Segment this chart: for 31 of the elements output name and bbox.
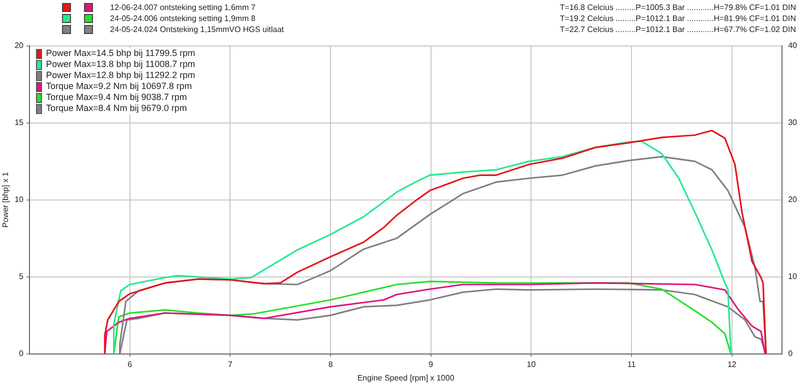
y2-tick-label: 10 (788, 272, 798, 282)
x-axis-title: Engine Speed [rpm] x 1000 (357, 373, 455, 382)
y-tick-label: 5 (19, 272, 24, 282)
legend-label: Power Max=14.5 bhp bij 11799.5 rpm (46, 48, 196, 58)
text: 12-06-24.007 ontsteking setting 1,6mm 7 (110, 2, 256, 13)
legend-label: Torque Max=9.4 Nm bij 9038.7 rpm (46, 92, 187, 102)
x-tick-label: 8 (328, 360, 334, 369)
y-tick-label: 20 (14, 41, 24, 50)
y-axis-title: Power [bhp] x 1 (1, 171, 10, 228)
y-tick-label: 0 (19, 349, 24, 358)
legend-label: Power Max=13.8 bhp bij 11008.7 rpm (46, 59, 196, 69)
x-tick-label: 11 (627, 360, 636, 369)
text: 24-05-24.024 Ontsteking 1,15mmVO HGS uitlaat (110, 24, 284, 35)
y2-tick-label: 30 (788, 118, 798, 128)
x-tick-label: 12 (727, 360, 737, 369)
x-tick-label: 9 (428, 360, 434, 369)
x-tick-label: 10 (526, 360, 536, 369)
text: T=22.7 Celcius .........P=1012.1 Bar ............H=67.7% CF=1.02 DIN (560, 24, 796, 35)
y2-tick-label: 20 (788, 195, 798, 204)
x-tick-label: 6 (128, 360, 133, 369)
y2-tick-label: 0 (788, 349, 794, 358)
text: 24-05-24.006 ontsteking setting 1,9mm 8 (110, 13, 256, 24)
legend-label: Power Max=12.8 bhp bij 11292.2 rpm (46, 70, 196, 80)
x-tick-label: 7 (228, 360, 233, 369)
y-tick-label: 15 (14, 118, 24, 128)
text: T=16.8 Celcius .........P=1005.3 Bar ............H=79.8% CF=1.01 DIN (560, 2, 796, 13)
text: T=19.2 Celcius .........P=1012.1 Bar ............H=81.9% CF=1.01 DIN (560, 13, 796, 24)
legend-label: Torque Max=8.4 Nm bij 9679.0 rpm (46, 103, 187, 113)
y-tick-label: 10 (14, 195, 24, 204)
y2-tick-label: 40 (788, 41, 798, 50)
legend-label: Torque Max=9.2 Nm bij 10697.8 rpm (46, 81, 192, 91)
